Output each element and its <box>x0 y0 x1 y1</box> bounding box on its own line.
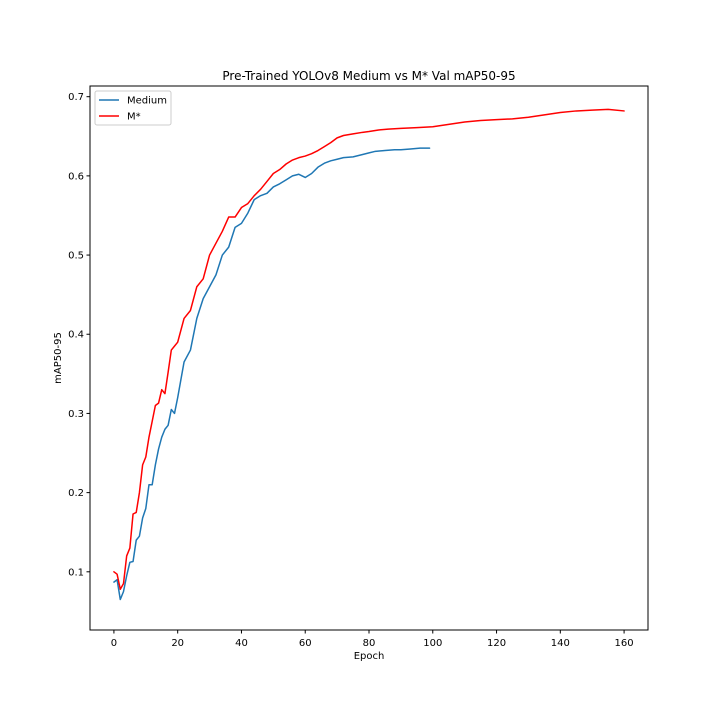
x-tick-label: 80 <box>363 638 376 649</box>
series-line-m-star <box>113 108 625 590</box>
x-axis-label: Epoch <box>354 651 385 662</box>
x-tick-label: 160 <box>615 638 634 649</box>
y-axis-ticks: 0.1 0.2 0.3 0.4 0.5 0.6 0.7 <box>68 92 90 578</box>
x-tick-label: 120 <box>487 638 506 649</box>
x-tick-label: 0 <box>111 638 117 649</box>
y-axis-label: mAP50-95 <box>53 332 64 384</box>
y-tick-label: 0.6 <box>68 171 84 182</box>
x-axis-ticks: 0 20 40 60 80 100 120 140 160 <box>111 630 634 649</box>
y-tick-label: 0.4 <box>68 330 84 341</box>
plot-frame <box>89 85 649 631</box>
plot-area <box>89 85 649 631</box>
chart-title: Pre-Trained YOLOv8 Medium vs M* Val mAP5… <box>222 69 515 83</box>
x-tick-label: 60 <box>299 638 312 649</box>
x-tick-label: 20 <box>171 638 184 649</box>
legend-label: M* <box>127 112 141 123</box>
x-tick-label: 100 <box>423 638 442 649</box>
series-layer <box>113 108 625 601</box>
x-tick-label: 40 <box>235 638 248 649</box>
x-tick-label: 140 <box>551 638 570 649</box>
series-line-medium <box>113 147 431 601</box>
legend-label: Medium <box>127 96 167 107</box>
y-tick-label: 0.5 <box>68 251 84 262</box>
y-tick-label: 0.1 <box>68 567 84 578</box>
y-tick-label: 0.3 <box>68 409 84 420</box>
y-tick-label: 0.7 <box>68 92 84 103</box>
y-tick-label: 0.2 <box>68 488 84 499</box>
legend: Medium M* <box>94 90 172 126</box>
